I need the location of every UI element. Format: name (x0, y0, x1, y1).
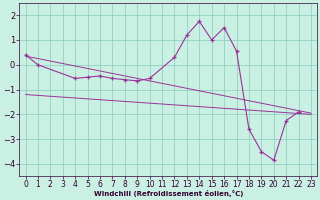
X-axis label: Windchill (Refroidissement éolien,°C): Windchill (Refroidissement éolien,°C) (93, 190, 243, 197)
